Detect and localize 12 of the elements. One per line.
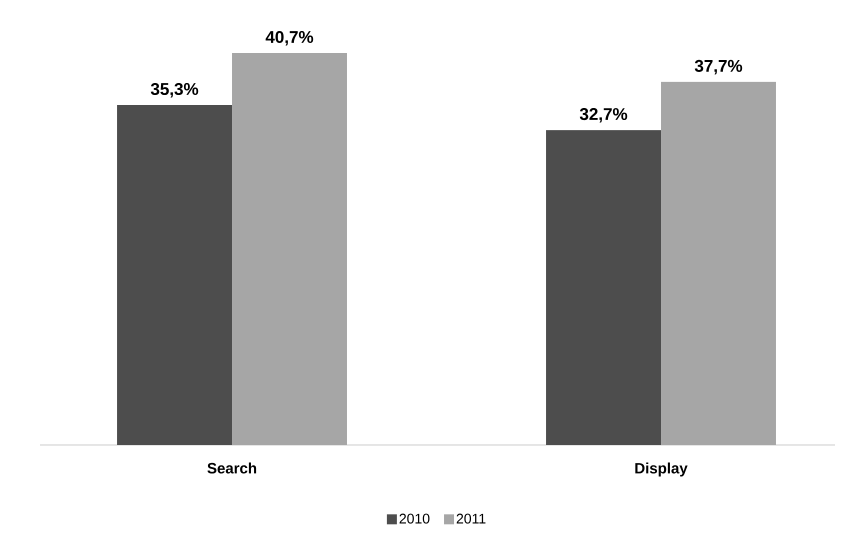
x-tick-label: Search <box>207 462 256 474</box>
bar <box>546 130 662 445</box>
legend-label: 2010 <box>400 514 430 524</box>
data-label: 37,7% <box>694 60 742 74</box>
bar <box>117 105 232 445</box>
legend-label: 2011 <box>456 514 486 524</box>
bar <box>232 53 347 445</box>
bar <box>661 82 776 445</box>
x-tick-label: Display <box>635 462 688 476</box>
data-label: 35,3% <box>150 82 198 98</box>
data-label: 40,7% <box>266 30 314 46</box>
data-label: 32,7% <box>580 108 628 123</box>
